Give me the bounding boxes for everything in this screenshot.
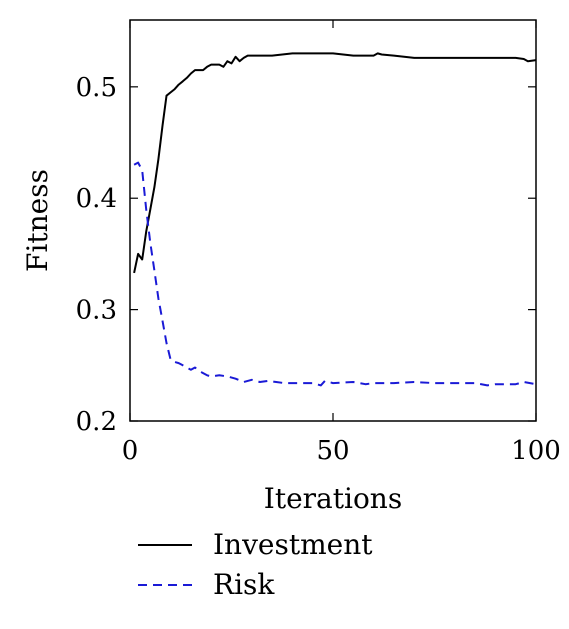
y-axis-label: Fitness — [21, 169, 54, 272]
chart-legend: Investment Risk — [138, 528, 373, 601]
y-tick-label: 0.4 — [76, 184, 117, 214]
legend-label-investment: Investment — [213, 528, 373, 561]
x-tick-label: 0 — [122, 436, 139, 466]
y-tick-label: 0.2 — [76, 407, 117, 437]
y-tick-label: 0.3 — [76, 296, 117, 326]
y-tick-label: 0.5 — [76, 73, 117, 103]
legend-label-risk: Risk — [213, 568, 275, 601]
x-axis-ticks: 0 50 100 — [122, 20, 561, 466]
plot-marks — [133, 52, 537, 387]
x-axis-label: Iterations — [264, 482, 402, 515]
series-line-risk — [133, 161, 537, 387]
y-axis-ticks: 0.2 0.3 0.4 0.5 — [76, 73, 536, 437]
x-tick-label: 100 — [511, 436, 561, 466]
series-line-investment — [133, 52, 537, 274]
x-tick-label: 50 — [316, 436, 349, 466]
plot-frame — [129, 19, 537, 422]
